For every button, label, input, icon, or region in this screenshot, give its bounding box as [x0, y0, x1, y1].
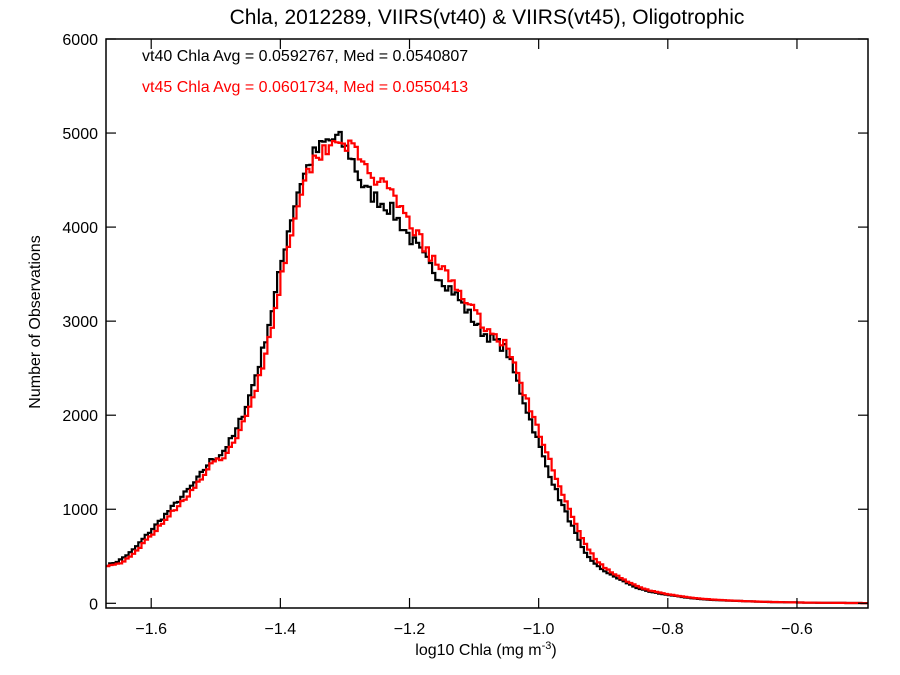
x-tick-label: −0.8	[652, 621, 684, 638]
y-tick-label: 0	[89, 596, 98, 613]
x-axis-ticks: −1.6 −1.4 −1.2 −1.0 −0.8 −0.6	[135, 39, 813, 638]
x-tick-label: −0.6	[781, 621, 813, 638]
x-axis-label-sup: -3	[542, 640, 552, 652]
x-tick-label: −1.0	[523, 621, 555, 638]
y-axis-ticks: 0 1000 2000 3000 4000 5000 6000	[62, 32, 868, 613]
stat-line-vt40: vt40 Chla Avg = 0.0592767, Med = 0.05408…	[142, 48, 468, 65]
x-axis-label-main: log10 Chla (mg m	[415, 642, 541, 659]
y-tick-label: 6000	[62, 32, 98, 49]
y-axis-label: Number of Observations	[27, 235, 44, 408]
y-tick-label: 4000	[62, 220, 98, 237]
x-axis-label-close: )	[551, 642, 556, 659]
series-vt45-line	[106, 139, 868, 605]
x-tick-label: −1.4	[265, 621, 297, 638]
y-tick-label: 2000	[62, 408, 98, 425]
y-tick-label: 3000	[62, 314, 98, 331]
chart-title: Chla, 2012289, VIIRS(vt40) & VIIRS(vt45)…	[230, 6, 745, 29]
x-axis-label: log10 Chla (mg m-3)	[415, 640, 556, 659]
y-tick-label: 5000	[62, 126, 98, 143]
series-vt40-line	[106, 130, 868, 605]
x-tick-label: −1.2	[394, 621, 426, 638]
series-layer	[106, 130, 868, 605]
plot-frame	[105, 38, 869, 609]
x-tick-label: −1.6	[135, 621, 167, 638]
y-tick-label: 1000	[62, 502, 98, 519]
stat-line-vt45: vt45 Chla Avg = 0.0601734, Med = 0.05504…	[142, 79, 468, 96]
